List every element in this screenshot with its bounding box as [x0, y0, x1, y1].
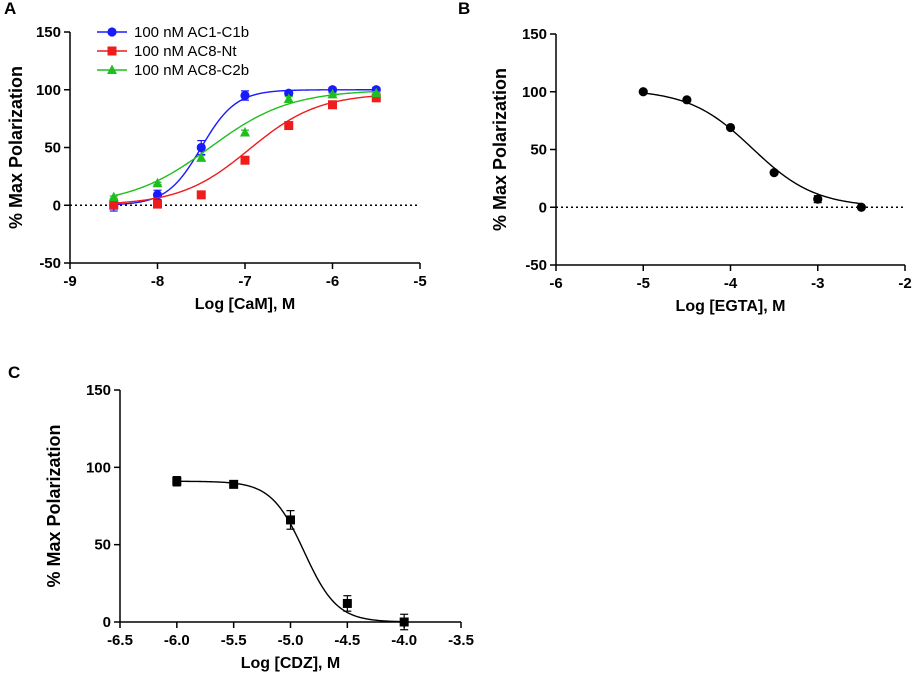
- x-tick-label: -3.5: [448, 632, 474, 649]
- data-point: [284, 121, 294, 131]
- y-tick-label: -50: [525, 257, 547, 274]
- y-tick-label: 50: [94, 537, 111, 554]
- y-tick-label: 0: [539, 199, 547, 216]
- panel-letter: A: [4, 0, 16, 18]
- x-tick-label: -5.0: [278, 632, 304, 649]
- x-tick-label: -6.0: [164, 632, 190, 649]
- x-tick-label: -2: [898, 275, 911, 292]
- x-tick-label: -9: [63, 273, 76, 290]
- legend: 100 nM AC1-C1b 100 nM AC8-Nt 100 nM AC8-C2…: [97, 24, 249, 79]
- x-tick-label: -6.5: [107, 632, 133, 649]
- data-point: [638, 87, 648, 97]
- x-tick-label: -6: [326, 273, 339, 290]
- data-point: [229, 479, 239, 489]
- fit-curve: [176, 480, 405, 623]
- y-tick-label: 0: [53, 197, 61, 214]
- data-point: [286, 515, 295, 525]
- data-point: [856, 202, 866, 212]
- x-tick-label: -6: [549, 275, 562, 292]
- y-tick-label: 100: [86, 459, 111, 476]
- legend-marker: [107, 27, 117, 37]
- data-point: [109, 200, 119, 210]
- data-point: [283, 93, 294, 103]
- panel-letter: B: [458, 0, 470, 18]
- data-point: [813, 194, 823, 204]
- x-tick-label: -5: [413, 273, 426, 290]
- data-point: [682, 95, 692, 105]
- y-tick-label: 150: [36, 24, 61, 41]
- series-1: [109, 85, 381, 212]
- data-point: [240, 126, 250, 137]
- data-point: [152, 177, 163, 188]
- y-tick-label: 50: [530, 142, 547, 159]
- x-tick-label: -3: [811, 275, 824, 292]
- data-point: [172, 476, 182, 486]
- data-point: [153, 199, 162, 209]
- data-point: [328, 100, 337, 110]
- y-tick-label: 50: [44, 140, 61, 157]
- chart-panel-b: B -50 0 50 100 150 -6 -5 -4 -3 -2 Log [EGTA], M % Ma…: [458, 0, 912, 315]
- y-axis-title: % Max Polarization: [6, 66, 26, 229]
- legend-marker: [107, 64, 117, 74]
- x-tick-label: -5: [637, 275, 650, 292]
- x-tick-label: -4.0: [391, 632, 417, 649]
- data-point: [769, 168, 779, 178]
- y-tick-label: 150: [522, 26, 547, 43]
- data-point: [399, 617, 409, 627]
- series-1: [172, 476, 409, 631]
- x-tick-label: -8: [151, 273, 164, 290]
- x-axis-title: Log [CaM], M: [195, 296, 295, 313]
- data-point: [196, 142, 206, 153]
- legend-label: 100 nM AC1-C1b: [134, 24, 249, 41]
- data-point: [342, 598, 352, 608]
- data-point: [240, 155, 250, 165]
- x-axis-title: Log [EGTA], M: [676, 298, 786, 315]
- x-axis-title: Log [CDZ], M: [241, 655, 341, 672]
- data-point: [327, 88, 338, 99]
- y-axis-title: % Max Polarization: [44, 424, 64, 587]
- y-tick-label: -50: [39, 255, 61, 272]
- data-point: [371, 87, 382, 98]
- fit-curve: [643, 92, 862, 205]
- legend-label: 100 nM AC8-Nt: [134, 43, 237, 60]
- data-point: [240, 90, 250, 101]
- y-axis-title: % Max Polarization: [490, 68, 510, 231]
- x-tick-label: -5.5: [221, 632, 247, 649]
- series-1: [638, 87, 866, 212]
- chart-panel-c: C 0 50 100 150 -6.5 -6.0 -5.5 -5.0 -4.5 -4.0 -3.5 Lo…: [8, 363, 474, 672]
- x-tick-label: -4.5: [334, 632, 360, 649]
- x-tick-label: -7: [238, 273, 251, 290]
- legend-marker: [107, 46, 117, 56]
- chart-panel-a: A -50 0 50 100 150 -9 -8 -7 -6 -5 Log [CaM], M % Max…: [4, 0, 427, 313]
- y-tick-label: 100: [522, 84, 547, 101]
- data-point: [108, 191, 119, 202]
- x-tick-label: -4: [724, 275, 738, 292]
- data-point: [196, 190, 206, 200]
- legend-label: 100 nM AC8-C2b: [134, 62, 249, 79]
- data-point: [371, 93, 381, 103]
- series-2: [109, 93, 381, 210]
- y-tick-label: 100: [36, 82, 61, 99]
- series-3: [108, 87, 382, 202]
- data-point: [284, 88, 294, 98]
- y-tick-label: 0: [103, 614, 111, 631]
- y-tick-label: 150: [86, 382, 111, 399]
- data-point: [725, 122, 736, 133]
- data-point: [196, 152, 207, 162]
- panel-letter: C: [8, 363, 20, 382]
